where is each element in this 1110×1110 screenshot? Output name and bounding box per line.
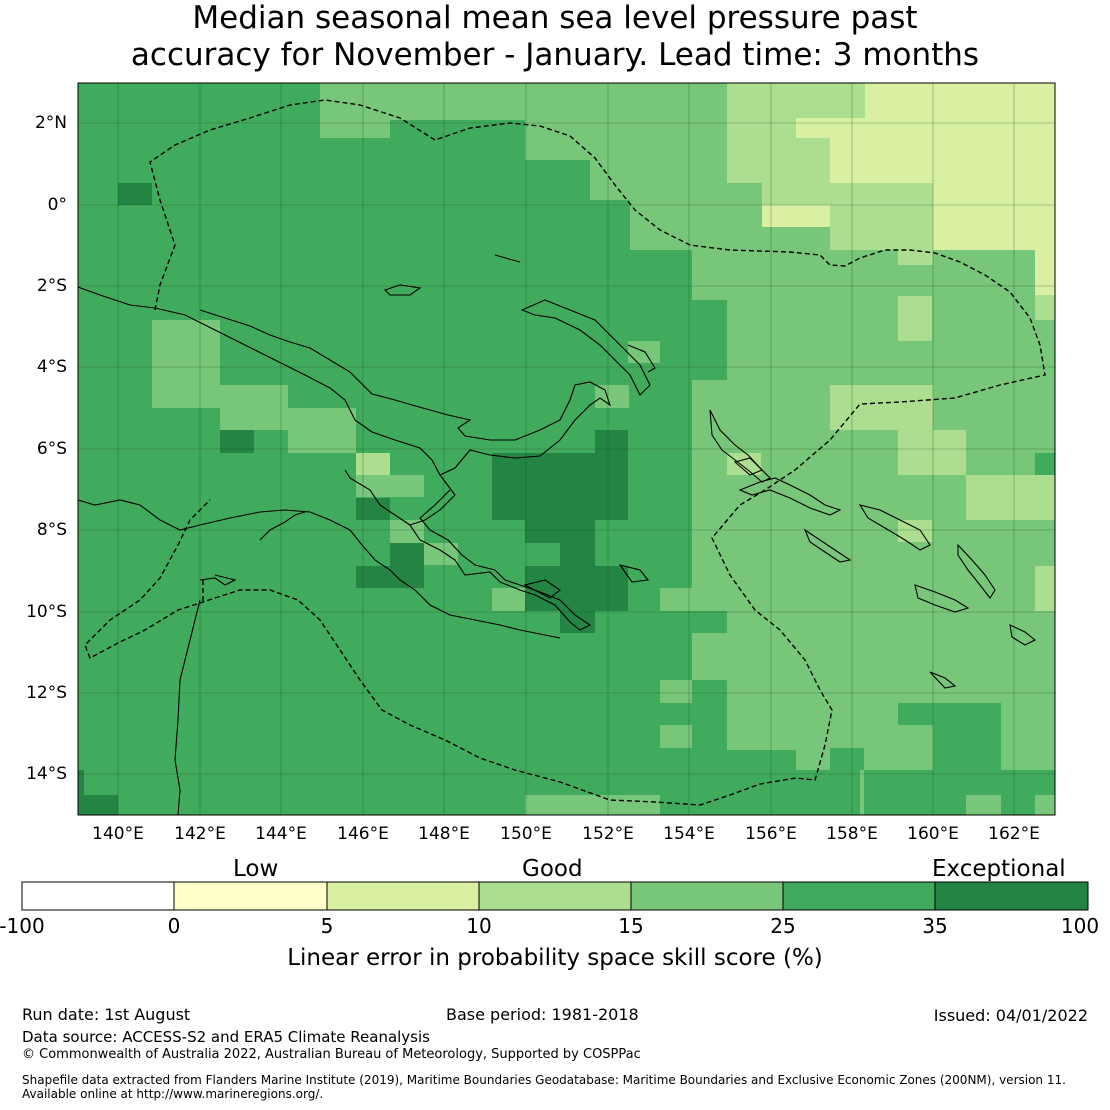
lat-label: 10°S xyxy=(26,602,67,622)
lon-label: 154°E xyxy=(663,824,715,844)
field-good-cell xyxy=(492,588,525,611)
lon-label: 144°E xyxy=(255,824,307,844)
field-good-cell-west xyxy=(152,320,220,408)
lon-label: 152°E xyxy=(582,824,634,844)
field-good-cell-south xyxy=(525,795,660,815)
field-cell xyxy=(933,703,1001,770)
field-exceptional-cell xyxy=(356,498,390,520)
lon-label: 146°E xyxy=(337,824,389,844)
lat-label: 2°S xyxy=(36,276,67,296)
field-exceptional-cell xyxy=(390,543,424,588)
data-source: Data source: ACCESS-S2 and ERA5 Climate … xyxy=(22,1028,430,1046)
lat-label: 2°N xyxy=(34,113,67,133)
lat-label: 12°S xyxy=(26,683,67,703)
field-good-cell xyxy=(390,520,424,543)
field-exceptional-cell xyxy=(356,566,390,588)
colorbar-tick-label: -100 xyxy=(0,914,45,938)
colorbar-tick-label: 5 xyxy=(320,914,334,938)
map-title-line-2: accuracy for November - January. Lead ti… xyxy=(130,37,980,73)
legend-category-good: Good xyxy=(522,856,583,882)
field-good-cell xyxy=(660,588,692,611)
lon-label: 140°E xyxy=(92,824,144,844)
field-good-cell xyxy=(356,475,424,497)
field-exceptional-cell xyxy=(78,770,84,795)
colorbar-label: Linear error in probability space skill … xyxy=(287,945,823,971)
field-cell xyxy=(1035,453,1055,475)
lon-label: 150°E xyxy=(500,824,552,844)
lon-label: 160°E xyxy=(907,824,959,844)
field-good-cell xyxy=(966,363,1001,385)
field-cell xyxy=(864,770,1055,815)
lat-label: 8°S xyxy=(36,520,67,540)
field-cell xyxy=(692,341,727,363)
field-light-cell xyxy=(1035,566,1055,611)
eez-boundaries xyxy=(84,99,1046,806)
map-frame xyxy=(77,82,1056,816)
issued-date: Issued: 04/01/2022 xyxy=(933,1006,1088,1025)
colorbar-segment xyxy=(783,882,935,910)
copyright-notice: © Commonwealth of Australia 2022, Austra… xyxy=(22,1047,641,1062)
skill-score-field xyxy=(78,83,1055,815)
field-cell xyxy=(898,703,933,725)
field-good-cell xyxy=(966,795,1001,815)
lon-label: 158°E xyxy=(826,824,878,844)
field-good-cell xyxy=(660,725,692,748)
colorbar-segment xyxy=(479,882,631,910)
colorbar-tick-label: 35 xyxy=(922,914,948,938)
lon-label: 142°E xyxy=(174,824,226,844)
lat-label: 0° xyxy=(47,195,67,215)
field-good-cell xyxy=(424,543,458,565)
colorbar-segment xyxy=(935,882,1088,910)
colorbar-tick-label: 15 xyxy=(618,914,644,938)
field-exceptional-cell xyxy=(118,183,152,205)
colorbar-segment xyxy=(174,882,327,910)
field-good-cell xyxy=(595,385,629,408)
field-light-cell xyxy=(830,385,933,430)
field-good-cell-north xyxy=(320,83,457,138)
field-light-cell xyxy=(898,296,932,341)
colorbar-tick-label: 25 xyxy=(770,914,796,938)
map-title-line-1: Median seasonal mean sea level pressure … xyxy=(192,0,918,36)
shapefile-url: Available online at http://www.marinereg… xyxy=(22,1087,324,1101)
colorbar-tick-label: 0 xyxy=(167,914,181,938)
field-light-cell xyxy=(727,453,761,475)
field-good-cell xyxy=(220,385,288,430)
colorbar-tick-label: 100 xyxy=(1060,914,1100,938)
lon-label: 156°E xyxy=(745,824,797,844)
colorbar-segment xyxy=(631,882,783,910)
field-good-cell xyxy=(288,408,356,453)
field-cell xyxy=(457,120,525,160)
lat-label: 6°S xyxy=(36,439,67,459)
field-good-cell xyxy=(1035,795,1055,815)
legend-category-low: Low xyxy=(233,856,279,882)
field-light-cell xyxy=(898,430,966,475)
field-cell xyxy=(830,748,864,770)
field-light-cell xyxy=(898,520,932,542)
coastlines xyxy=(78,254,1037,815)
map-gridlines xyxy=(78,83,1055,815)
colorbar-frame xyxy=(21,881,1089,911)
field-pale-region xyxy=(796,83,1055,295)
field-good-cell xyxy=(660,680,692,703)
colorbar-segment xyxy=(327,882,479,910)
field-light-cell xyxy=(356,453,390,475)
colorbar xyxy=(21,881,1089,911)
base-period: Base period: 1981-2018 xyxy=(446,1005,639,1024)
colorbar-tick-label: 10 xyxy=(466,914,492,938)
lon-label: 162°E xyxy=(988,824,1040,844)
lat-label: 14°S xyxy=(26,764,67,784)
lon-label: 148°E xyxy=(418,824,470,844)
field-pale-cell xyxy=(762,205,830,227)
field-exceptional-cell xyxy=(78,795,118,815)
legend-category-exceptional: Exceptional xyxy=(932,856,1066,882)
colorbar-segment xyxy=(22,882,174,910)
field-exceptional-cell xyxy=(220,430,254,453)
field-cell xyxy=(692,611,727,633)
field-light-cell xyxy=(966,475,1055,520)
run-date: Run date: 1st August xyxy=(22,1005,191,1024)
shapefile-credit: Shapefile data extracted from Flanders M… xyxy=(22,1073,1066,1087)
lat-label: 4°S xyxy=(36,357,67,377)
